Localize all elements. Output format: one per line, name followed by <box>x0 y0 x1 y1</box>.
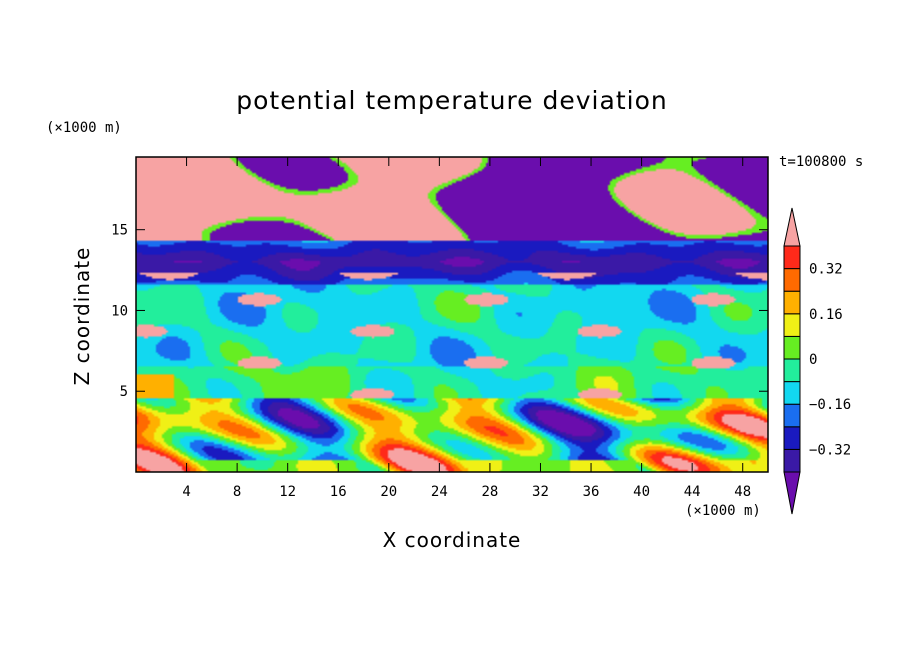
contour-field <box>136 157 768 472</box>
colorbar-label: −0.16 <box>809 397 851 413</box>
x-axis: 4 8 12 16 20 24 28 32 36 40 44 48 <box>182 157 751 500</box>
y-axis: 5 10 15 <box>111 223 768 400</box>
x-tick-label: 36 <box>583 484 600 500</box>
x-tick-label: 4 <box>182 484 190 500</box>
colorbar-label: −0.32 <box>809 442 851 458</box>
y-tick-label: 5 <box>120 384 128 400</box>
colorbar-box <box>783 313 801 337</box>
x-axis-label: X coordinate <box>382 528 522 552</box>
colorbar-label: 0.16 <box>809 307 843 323</box>
contour-raster <box>136 157 768 472</box>
colorbar-box <box>783 268 801 292</box>
x-tick-label: 40 <box>633 484 650 500</box>
colorbar-box <box>783 381 801 405</box>
colorbar-box <box>783 426 801 450</box>
colorbar-box <box>783 358 801 383</box>
x-axis-unit: (×1000 m) <box>685 503 761 519</box>
colorbar-box <box>783 245 801 270</box>
y-axis-label: Z coordinate <box>70 246 94 386</box>
x-tick-label: 20 <box>380 484 397 500</box>
y-tick-label: 10 <box>111 303 128 319</box>
colorbar-box <box>783 448 801 473</box>
x-tick-label: 8 <box>233 484 241 500</box>
time-label: t=100800 s <box>779 154 864 170</box>
colorbar-bottom-triangle <box>783 471 801 515</box>
x-tick-label: 32 <box>532 484 549 500</box>
chart-title: potential temperature deviation <box>236 86 668 115</box>
colorbar-label: 0.32 <box>809 262 843 278</box>
colorbar-box <box>783 290 801 315</box>
y-tick-label: 15 <box>111 223 128 239</box>
colorbar-box <box>783 403 801 428</box>
plot-frame <box>135 156 769 473</box>
x-tick-label: 48 <box>734 484 751 500</box>
colorbar-label: 0 <box>809 352 817 368</box>
colorbar-box <box>783 335 801 360</box>
x-tick-label: 12 <box>279 484 296 500</box>
x-tick-label: 28 <box>481 484 498 500</box>
y-axis-unit: (×1000 m) <box>46 120 122 136</box>
x-tick-label: 16 <box>330 484 347 500</box>
colorbar: 0.32 0.16 0 −0.16 −0.32 <box>783 207 851 515</box>
x-tick-label: 44 <box>684 484 701 500</box>
colorbar-top-triangle <box>783 207 801 247</box>
x-tick-label: 24 <box>431 484 448 500</box>
